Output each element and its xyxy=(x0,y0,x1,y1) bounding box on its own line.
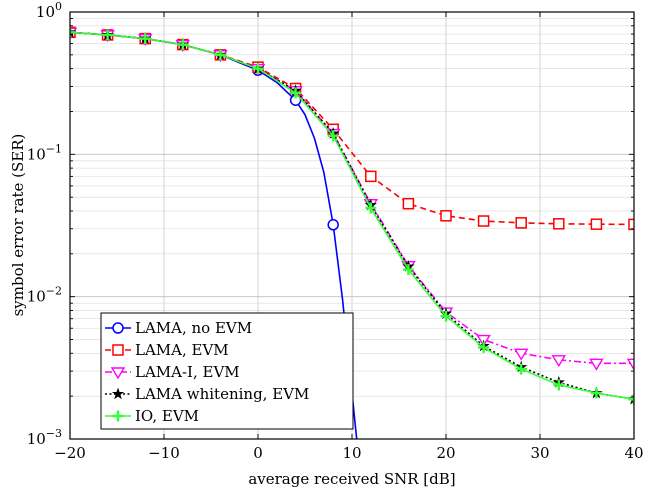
x-tick-label: 40 xyxy=(624,444,643,462)
data-point xyxy=(440,210,452,222)
y-axis-label: symbol error rate (SER) xyxy=(9,134,27,317)
legend-marker xyxy=(112,410,124,422)
tick-labels: −20 −10 0 10 20 30 40 10−3 10−2 10−1 100 xyxy=(27,0,644,462)
legend-marker xyxy=(112,322,124,334)
data-point xyxy=(214,49,226,61)
y-tick-label: 10−1 xyxy=(27,142,62,163)
y-tick-label: 10−2 xyxy=(27,285,62,306)
data-point xyxy=(177,39,189,51)
data-point xyxy=(290,87,302,99)
legend-entry: LAMA-I, EVM xyxy=(105,363,240,381)
legend-marker xyxy=(111,387,125,400)
data-point xyxy=(590,387,602,399)
ticks xyxy=(69,11,635,440)
x-tick-label: 0 xyxy=(253,444,263,462)
series-5 xyxy=(70,26,634,405)
x-axis-label: average received SNR [dB] xyxy=(248,470,455,488)
legend-label: IO, EVM xyxy=(135,407,199,425)
data-point xyxy=(553,379,565,391)
data-point xyxy=(626,358,634,371)
data-point xyxy=(628,393,634,405)
data-point xyxy=(402,264,414,276)
data-point xyxy=(252,63,264,75)
x-tick-label: −10 xyxy=(148,444,180,462)
legend-entry: IO, EVM xyxy=(105,407,199,425)
data-point xyxy=(477,215,490,227)
data-point xyxy=(590,218,603,230)
x-tick-label: 30 xyxy=(530,444,549,462)
x-tick-label: −20 xyxy=(54,444,86,462)
x-tick-label: 20 xyxy=(436,444,455,462)
legend-entry: LAMA, no EVM xyxy=(105,319,252,337)
series-line xyxy=(70,31,634,401)
data-point xyxy=(440,310,452,322)
data-point xyxy=(513,348,529,361)
y-tick-label: 10−3 xyxy=(27,427,62,448)
y-tick-label: 100 xyxy=(36,0,62,21)
legend-box xyxy=(100,312,354,430)
data-point xyxy=(365,202,377,214)
legend-label: LAMA, EVM xyxy=(135,341,229,359)
data-point xyxy=(402,197,415,210)
data-point xyxy=(139,33,151,45)
data-point xyxy=(327,130,339,142)
legend: LAMA, no EVM LAMA, EVM LAMA-I, EVM LAMA whi… xyxy=(100,312,354,430)
data-point xyxy=(628,218,634,231)
data-point xyxy=(327,219,339,231)
data-point xyxy=(551,355,567,368)
data-point xyxy=(478,341,490,353)
data-point xyxy=(553,218,565,230)
legend-label: LAMA whitening, EVM xyxy=(135,385,309,403)
data-point xyxy=(515,217,527,229)
legend-marker xyxy=(110,367,126,380)
legend-marker xyxy=(112,344,124,356)
legend-label: LAMA-I, EVM xyxy=(135,363,240,381)
series-group xyxy=(70,25,634,439)
legend-entry: LAMA whitening, EVM xyxy=(105,385,309,403)
legend-label: LAMA, no EVM xyxy=(135,319,252,337)
data-point xyxy=(589,358,604,371)
data-point xyxy=(102,29,114,41)
legend-entry: LAMA, EVM xyxy=(105,341,229,359)
data-point xyxy=(70,26,76,38)
data-point xyxy=(515,363,527,375)
data-point xyxy=(365,170,377,183)
x-tick-label: 10 xyxy=(342,444,361,462)
